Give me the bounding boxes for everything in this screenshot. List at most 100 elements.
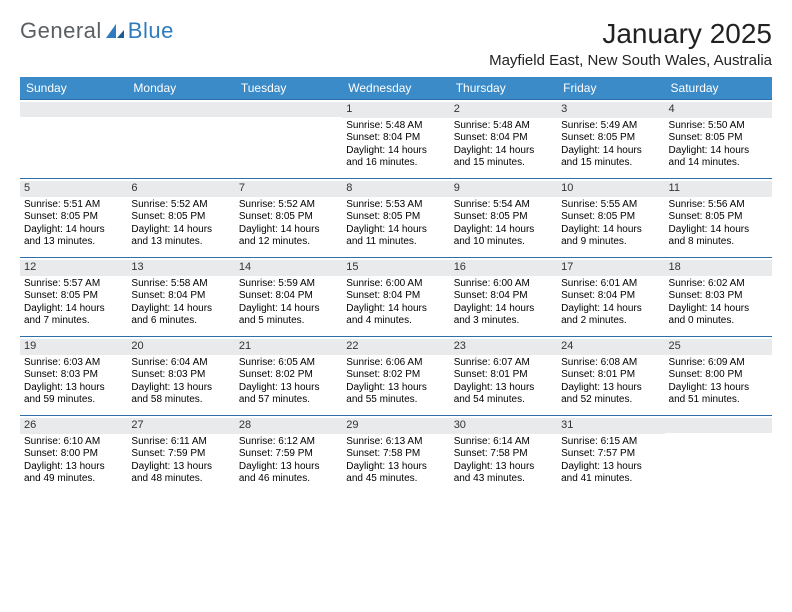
daylight-line: Daylight: 14 hours: [24, 303, 123, 316]
daylight-line-2: and 49 minutes.: [24, 473, 123, 486]
day-cell: 27Sunrise: 6:11 AMSunset: 7:59 PMDayligh…: [127, 416, 234, 494]
day-number: 29: [342, 418, 449, 434]
sunrise-line: Sunrise: 6:06 AM: [346, 357, 445, 370]
day-cell: 19Sunrise: 6:03 AMSunset: 8:03 PMDayligh…: [20, 337, 127, 415]
sunrise-line: Sunrise: 5:59 AM: [239, 278, 338, 291]
daylight-line: Daylight: 14 hours: [131, 224, 230, 237]
day-number: 12: [20, 260, 127, 276]
day-number: 10: [557, 181, 664, 197]
daylight-line-2: and 9 minutes.: [561, 236, 660, 249]
daylight-line: Daylight: 14 hours: [669, 224, 768, 237]
day-header-sun: Sunday: [20, 77, 127, 99]
sunset-line: Sunset: 8:04 PM: [239, 290, 338, 303]
sunset-line: Sunset: 8:02 PM: [239, 369, 338, 382]
week-row: 1Sunrise: 5:48 AMSunset: 8:04 PMDaylight…: [20, 99, 772, 178]
daylight-line-2: and 54 minutes.: [454, 394, 553, 407]
sunrise-line: Sunrise: 6:13 AM: [346, 436, 445, 449]
day-cell: 24Sunrise: 6:08 AMSunset: 8:01 PMDayligh…: [557, 337, 664, 415]
daylight-line-2: and 14 minutes.: [669, 157, 768, 170]
day-cell: 17Sunrise: 6:01 AMSunset: 8:04 PMDayligh…: [557, 258, 664, 336]
sunrise-line: Sunrise: 6:07 AM: [454, 357, 553, 370]
day-number: 21: [235, 339, 342, 355]
sunset-line: Sunset: 8:02 PM: [346, 369, 445, 382]
daylight-line: Daylight: 14 hours: [561, 224, 660, 237]
day-cell: 29Sunrise: 6:13 AMSunset: 7:58 PMDayligh…: [342, 416, 449, 494]
day-number: 16: [450, 260, 557, 276]
day-cell: 15Sunrise: 6:00 AMSunset: 8:04 PMDayligh…: [342, 258, 449, 336]
day-cell: 22 Sunrise: 6:06 AMSunset: 8:02 PMDayligh…: [342, 337, 449, 415]
empty-cell: [20, 100, 127, 178]
day-cell: 8Sunrise: 5:53 AMSunset: 8:05 PMDaylight…: [342, 179, 449, 257]
calendar: Sunday Monday Tuesday Wednesday Thursday…: [20, 77, 772, 494]
daylight-line: Daylight: 14 hours: [131, 303, 230, 316]
daylight-line-2: and 45 minutes.: [346, 473, 445, 486]
sunrise-line: Sunrise: 5:50 AM: [669, 120, 768, 133]
day-cell: 12Sunrise: 5:57 AMSunset: 8:05 PMDayligh…: [20, 258, 127, 336]
daylight-line-2: and 43 minutes.: [454, 473, 553, 486]
sunset-line: Sunset: 7:59 PM: [131, 448, 230, 461]
daylight-line: Daylight: 13 hours: [346, 382, 445, 395]
day-cell: 5Sunrise: 5:51 AMSunset: 8:05 PMDaylight…: [20, 179, 127, 257]
sunrise-line: Sunrise: 5:54 AM: [454, 199, 553, 212]
day-number: 19: [20, 339, 127, 355]
day-number: 22: [342, 339, 449, 355]
day-cell: 11Sunrise: 5:56 AMSunset: 8:05 PMDayligh…: [665, 179, 772, 257]
day-cell: 7Sunrise: 5:52 AMSunset: 8:05 PMDaylight…: [235, 179, 342, 257]
daylight-line: Daylight: 13 hours: [239, 461, 338, 474]
empty-cell: [665, 416, 772, 494]
day-number: [127, 102, 234, 117]
daylight-line-2: and 51 minutes.: [669, 394, 768, 407]
daylight-line-2: and 10 minutes.: [454, 236, 553, 249]
sunrise-line: Sunrise: 5:52 AM: [239, 199, 338, 212]
daylight-line-2: and 48 minutes.: [131, 473, 230, 486]
day-number: 14: [235, 260, 342, 276]
sunrise-line: Sunrise: 5:55 AM: [561, 199, 660, 212]
daylight-line: Daylight: 14 hours: [669, 145, 768, 158]
daylight-line: Daylight: 14 hours: [346, 303, 445, 316]
day-cell: 1Sunrise: 5:48 AMSunset: 8:04 PMDaylight…: [342, 100, 449, 178]
day-headers: Sunday Monday Tuesday Wednesday Thursday…: [20, 77, 772, 99]
brand-logo: General Blue: [20, 18, 174, 44]
sunset-line: Sunset: 8:05 PM: [131, 211, 230, 224]
sunset-line: Sunset: 7:58 PM: [346, 448, 445, 461]
empty-cell: [235, 100, 342, 178]
day-cell: 28Sunrise: 6:12 AMSunset: 7:59 PMDayligh…: [235, 416, 342, 494]
daylight-line-2: and 13 minutes.: [24, 236, 123, 249]
sunset-line: Sunset: 8:00 PM: [669, 369, 768, 382]
day-number: 23: [450, 339, 557, 355]
title-block: January 2025 Mayfield East, New South Wa…: [489, 18, 772, 69]
day-number: 13: [127, 260, 234, 276]
daylight-line-2: and 55 minutes.: [346, 394, 445, 407]
sunrise-line: Sunrise: 5:48 AM: [346, 120, 445, 133]
day-number: 18: [665, 260, 772, 276]
sunset-line: Sunset: 8:05 PM: [24, 290, 123, 303]
daylight-line-2: and 6 minutes.: [131, 315, 230, 328]
daylight-line-2: and 13 minutes.: [131, 236, 230, 249]
day-number: 17: [557, 260, 664, 276]
day-cell: 13Sunrise: 5:58 AMSunset: 8:04 PMDayligh…: [127, 258, 234, 336]
day-number: 11: [665, 181, 772, 197]
day-number: 28: [235, 418, 342, 434]
sunrise-line: Sunrise: 6:04 AM: [131, 357, 230, 370]
sunset-line: Sunset: 8:01 PM: [561, 369, 660, 382]
sunrise-line: Sunrise: 6:00 AM: [454, 278, 553, 291]
daylight-line-2: and 16 minutes.: [346, 157, 445, 170]
location: Mayfield East, New South Wales, Australi…: [489, 52, 772, 69]
weeks-container: 1 Sunrise: 5:48 AM Sunset: 8:04 PM Daylight…: [20, 99, 772, 494]
day-number: 15: [342, 260, 449, 276]
day-cell: 16Sunrise: 6:00 AMSunset: 8:04 PMDayligh…: [450, 258, 557, 336]
sunrise-line: Sunrise: 6:01 AM: [561, 278, 660, 291]
day-number: 25: [665, 339, 772, 355]
daylight-line: Daylight: 13 hours: [454, 461, 553, 474]
sunrise-line: Sunrise: 5:58 AM: [131, 278, 230, 291]
daylight-line: Daylight: 14 hours: [454, 303, 553, 316]
daylight-line: Daylight: 14 hours: [24, 224, 123, 237]
daylight-line: Daylight: 14 hours: [346, 224, 445, 237]
daylight-line-2: and 11 minutes.: [346, 236, 445, 249]
sunrise-line: Sunrise: 5:52 AM: [131, 199, 230, 212]
week-row: 12Sunrise: 5:57 AMSunset: 8:05 PMDayligh…: [20, 257, 772, 336]
day-number: 20: [127, 339, 234, 355]
daylight-line: Daylight: 13 hours: [561, 382, 660, 395]
day-number: 1: [342, 102, 449, 118]
sunset-line: Sunset: 8:05 PM: [346, 211, 445, 224]
